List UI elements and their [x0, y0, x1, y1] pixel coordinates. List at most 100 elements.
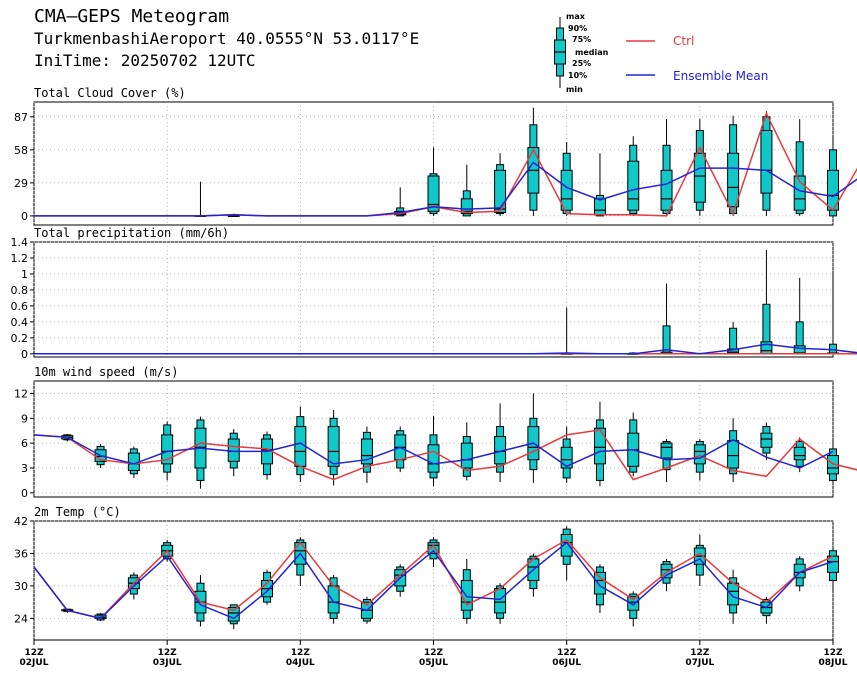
x-tick-date: 06JUL: [552, 658, 581, 668]
box-inner: [760, 129, 773, 194]
ensemble-mean-line: [34, 161, 857, 217]
y-tick-label: 1: [21, 268, 28, 281]
box-plot: [261, 569, 274, 605]
y-tick-label: 0.2: [11, 332, 29, 345]
legend-ctrl-label: Ctrl: [673, 34, 694, 48]
box-inner: [793, 175, 806, 211]
y-tick-label: 9: [21, 412, 28, 425]
y-tick-label: 36: [14, 547, 28, 560]
box-plot: [227, 429, 240, 477]
box-plot: [460, 558, 473, 624]
ctrl-line: [33, 538, 834, 620]
box-plot: [560, 307, 573, 355]
x-tick-time: 12Z: [690, 648, 710, 658]
box-plot: [593, 401, 606, 487]
box-plot: [427, 147, 440, 216]
x-tick-date: 08JUL: [819, 658, 848, 668]
legend-box-label: 25%: [572, 59, 591, 68]
box-plot: [527, 553, 540, 597]
ctrl-line: [33, 429, 857, 481]
box-inner: [693, 152, 706, 203]
box-inner: [560, 446, 573, 469]
box-plot: [394, 564, 407, 597]
ensemble-mean-line: [33, 541, 834, 620]
box-plot: [760, 111, 773, 216]
y-tick-label: 6: [21, 437, 28, 450]
panels: Total Cloud Cover (%) 0 29 58 87 Total precip…: [11, 86, 857, 641]
box-plot: [827, 548, 839, 592]
x-tick-date: 07JUL: [685, 658, 714, 668]
box-plot: [693, 439, 706, 481]
box-inner: [727, 440, 740, 469]
legend-box-label: 10%: [568, 71, 587, 80]
box-plot: [360, 426, 373, 483]
y-tick-label: 24: [14, 612, 28, 625]
y-tick-label: 87: [14, 111, 28, 124]
box-inner: [427, 542, 440, 554]
legend: max 90% 75% median 25% 10% min Ctrl Ensemble Mea…: [554, 12, 768, 94]
box-inner: [227, 438, 240, 462]
box-inner: [494, 169, 507, 213]
box-plot: [194, 181, 207, 217]
header: CMA—GEPS Meteogram TurkmenbashiAeroport …: [34, 6, 419, 72]
location-line: TurkmenbashiAeroport 40.0555°N 53.0117°E: [34, 29, 420, 48]
box-inner: [660, 563, 673, 579]
panel-1: Total precipitation (mm/6h) 0 0.2 0.4 0.6 0.8…: [11, 226, 857, 361]
box-plot: [593, 153, 606, 217]
legend-box-label: min: [566, 85, 583, 94]
legend-box-label: median: [575, 48, 609, 57]
box-inner: [327, 585, 340, 614]
box-plot: [494, 403, 507, 483]
box-inner: [593, 427, 606, 465]
box-plot: [494, 153, 507, 216]
box-plot: [793, 119, 806, 216]
box-plot: [793, 437, 806, 473]
y-tick-label: 0.4: [11, 316, 29, 329]
box-inner: [327, 426, 340, 467]
box-plot: [427, 537, 440, 567]
box-inner: [460, 442, 473, 469]
panel-3: 2m Temp (°C) 24 30 36 42: [14, 505, 839, 641]
x-tick-time: 12Z: [24, 648, 44, 658]
x-tick-date: 03JUL: [153, 658, 182, 668]
box-inner: [727, 582, 740, 606]
box-plot: [760, 422, 773, 460]
y-tick-label: 1.2: [11, 252, 29, 265]
init-time-line: IniTime: 20250702 12UTC: [34, 51, 256, 70]
box-inner: [161, 434, 174, 465]
box-inner: [560, 169, 573, 211]
x-tick-date: 02JUL: [20, 658, 49, 668]
box-plot: [327, 575, 340, 624]
box-plot: [560, 426, 573, 483]
panel-frame: [33, 241, 834, 358]
y-tick-label: 12: [14, 387, 28, 400]
chart-title: CMA—GEPS Meteogram: [34, 6, 230, 27]
panel-title: 2m Temp (°C): [34, 505, 121, 519]
y-tick-label: 0.6: [11, 300, 29, 313]
box-plot: [227, 213, 240, 217]
x-tick-time: 12Z: [424, 648, 444, 658]
legend-box-label: 90%: [568, 24, 587, 33]
box-plot: [627, 136, 640, 216]
box-inner: [360, 438, 373, 465]
box-inner: [793, 446, 806, 461]
y-tick-label: 0.8: [11, 284, 29, 297]
box-inner: [460, 580, 473, 611]
panel-2: 10m wind speed (m/s) 0 3 6 9 12: [14, 365, 857, 500]
box-inner: [827, 555, 839, 573]
y-tick-label: 1.4: [11, 236, 29, 249]
y-tick-label: 42: [14, 515, 28, 528]
box-plot: [294, 537, 307, 586]
box-inner: [593, 198, 606, 216]
panel-0: Total Cloud Cover (%) 0 29 58 87: [14, 86, 857, 226]
box-inner: [660, 169, 673, 211]
box-plot: [660, 439, 673, 483]
box-plot: [261, 431, 274, 480]
box-plot: [460, 164, 473, 217]
y-tick-label: 0: [21, 348, 28, 361]
y-tick-label: 0: [21, 210, 28, 223]
box-plot: [627, 412, 640, 477]
box-inner: [660, 442, 673, 459]
legend-box-label: max: [566, 12, 586, 21]
